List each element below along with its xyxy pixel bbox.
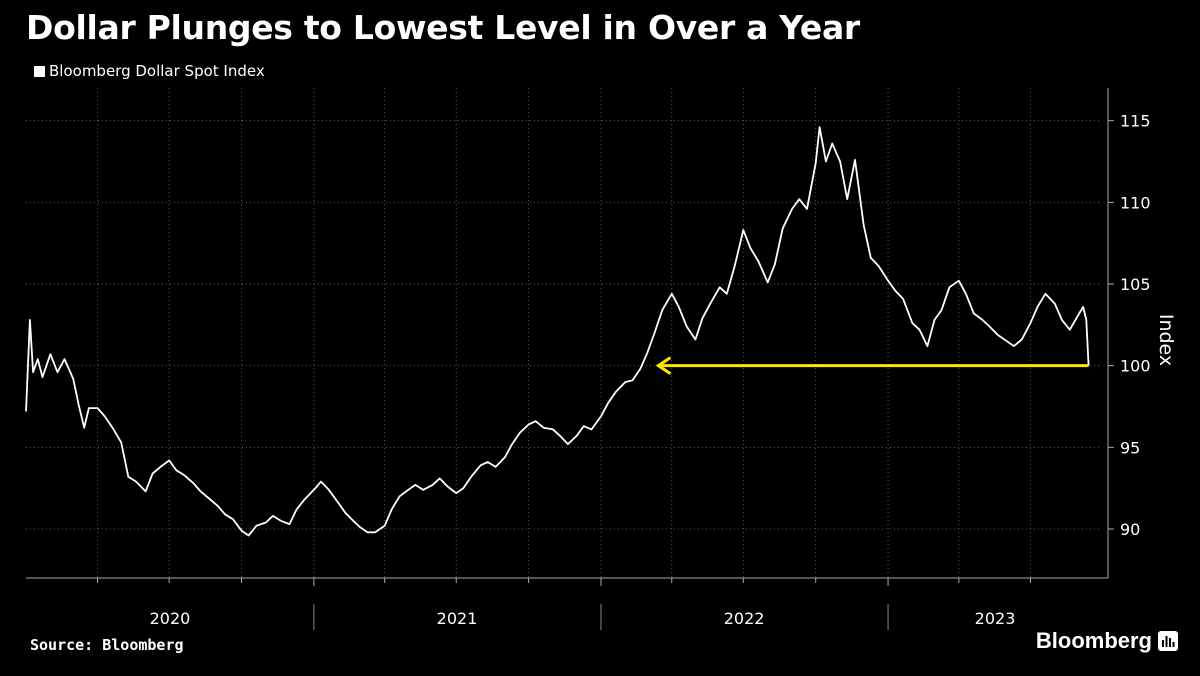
legend: Bloomberg Dollar Spot Index: [34, 62, 265, 80]
y-tick-label: 105: [1120, 275, 1151, 294]
y-tick-label: 110: [1120, 193, 1151, 212]
y-tick-label: 95: [1120, 438, 1140, 457]
brand-name: Bloomberg: [1035, 628, 1152, 653]
x-tick-label: 2023: [975, 609, 1016, 628]
y-tick-label: 100: [1120, 357, 1151, 376]
annotation: [655, 356, 1089, 375]
source-note: Source: Bloomberg: [30, 636, 184, 654]
series-line: [25, 126, 1090, 537]
brand-logo: Bloomberg: [1036, 628, 1178, 654]
legend-swatch: [34, 65, 45, 77]
y-tick-label: 115: [1120, 112, 1151, 131]
x-tick-label: 2020: [150, 609, 191, 628]
y-axis-label: Index: [1155, 314, 1177, 366]
arrow-head: [655, 356, 672, 375]
series: [25, 126, 1090, 537]
x-tick-label: 2022: [724, 609, 765, 628]
gridlines: [26, 88, 1102, 578]
axes: 2020 2021 2022 2023 90 95 100 105 110 115: [26, 88, 1151, 630]
bar-chart-icon: [1158, 631, 1178, 651]
y-tick-label: 90: [1120, 520, 1140, 539]
legend-label: Bloomberg Dollar Spot Index: [49, 62, 265, 80]
chart-title: Dollar Plunges to Lowest Level in Over a…: [26, 8, 860, 47]
x-tick-label: 2021: [437, 609, 478, 628]
